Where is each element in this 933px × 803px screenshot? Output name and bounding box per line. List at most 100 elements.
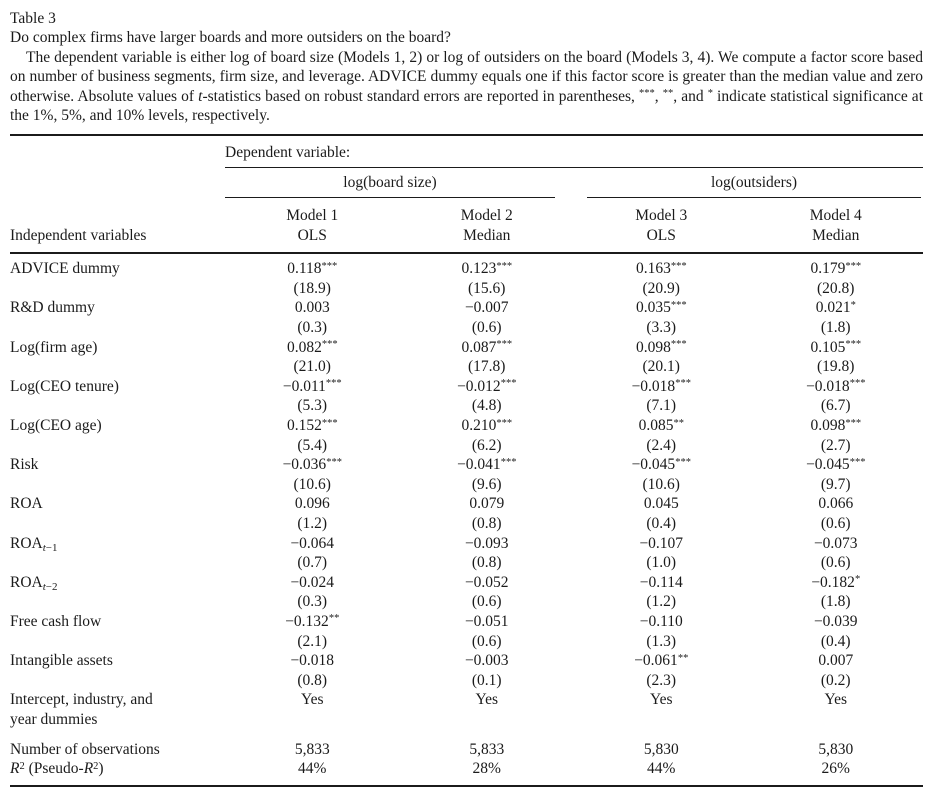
coefficient: Yes [225,690,400,710]
value-cell: 0.085** (2.4) [574,416,749,455]
coefficient: −0.039 [749,612,924,632]
t-statistic: (3.3) [646,319,677,337]
dependent-variable-row: Dependent variable: [10,136,923,169]
coefficient-value: Yes [649,691,673,709]
text-segment: ** [662,88,674,100]
coefficient: 0.066 [749,494,924,514]
table-row: ROAt−2 −0.024 (0.3) −0.052 (0.6) −0.114 (1.2) −… [10,573,923,612]
coefficient-value: −0.039 [813,612,858,630]
t-statistic: (0.1) [471,671,502,689]
summary-value: 5,830 [643,740,679,758]
coefficient-value: −0.052 [464,573,509,591]
value-cell: −0.018 (0.8) [225,651,400,690]
significance-stars: * [850,299,856,311]
value-cell: 28% [400,759,575,779]
value-cell: 0.082*** (21.0) [225,338,400,377]
t-statistic: (18.9) [293,279,331,297]
value-cell: Yes [574,690,749,729]
value-cell: 0.079 (0.8) [400,494,575,533]
coefficient-value: 0.082 [286,338,322,356]
coefficient-value: −0.064 [290,534,335,552]
coefficient-value: 0.021 [815,299,851,317]
table-row: Log(firm age) 0.082*** (21.0) 0.087*** (17.8… [10,338,923,377]
text-segment: -statistics based on robust standard err… [202,87,639,105]
coefficient: −0.041*** [400,455,575,475]
text-segment: R [10,760,20,778]
model-name: Model 2 [460,207,513,225]
value-cell: 0.179*** (20.8) [749,259,924,298]
t-statistic: (2.4) [646,436,677,454]
coefficient-value: −0.003 [464,652,509,670]
coefficient-value: 0.118 [287,260,322,278]
value-cell: Yes [400,690,575,729]
text-segment: ROA [10,573,43,591]
value-cell: −0.007 (0.6) [400,298,575,337]
table-row: ROAt−1 −0.064 (0.7) −0.093 (0.8) −0.107 (1.0) −… [10,534,923,573]
coefficient: −0.107 [574,534,749,554]
coefficient-value: 0.096 [294,495,330,513]
text-segment: * [707,88,713,100]
t-statistic: (17.8) [468,358,506,376]
significance-stars: *** [326,456,342,468]
t-statistic: (20.8) [817,279,855,297]
coefficient-value: −0.045 [631,456,676,474]
row-label: Log(CEO tenure) [10,377,225,416]
coefficient: 0.087*** [400,338,575,358]
coefficient-value: −0.012 [457,377,501,395]
coefficient: −0.132** [225,612,400,632]
value-cell: 5,833 [225,740,400,760]
table-row: R&D dummy 0.003 (0.3) −0.007 (0.6) 0.035*** (3… [10,298,923,337]
table-caption: Table 3 Do complex firms have larger boa… [10,9,923,125]
t-statistic: (0.6) [471,632,502,650]
coefficient: 0.082*** [225,338,400,358]
coefficient: 0.098*** [574,338,749,358]
value-cell: 5,833 [400,740,575,760]
model-name: Model 4 [809,207,862,225]
t-statistic: (2.1) [297,632,328,650]
value-cell: 0.098*** (20.1) [574,338,749,377]
text-segment: Number of observations [10,740,160,758]
table-bottom-rule [10,784,923,787]
text-segment: Intercept, industry, and [10,691,153,709]
value-cell: 0.035*** (3.3) [574,298,749,337]
summary-row: R2 (Pseudo-R2) 44% 28% 44% 26% [10,759,923,779]
significance-stars: ** [328,613,340,625]
coefficient: −0.018 [225,651,400,671]
text-segment: indicate statistical significance at the… [10,87,923,125]
regression-table: Dependent variable: log(board size) log(… [10,134,924,787]
t-statistic: (1.0) [646,554,677,572]
coefficient: 0.118*** [225,259,400,279]
coefficient-value: −0.011 [282,377,326,395]
t-statistic: (0.4) [820,632,851,650]
coefficient-value: −0.018 [806,377,850,395]
coefficient-value: −0.132 [285,612,329,630]
significance-stars: * [854,574,861,586]
significance-stars: *** [325,378,342,390]
coefficient-value: 0.079 [469,495,505,513]
t-statistic: (1.8) [820,593,851,611]
coefficient-value: 0.210 [461,417,497,434]
text-segment: −2 [45,581,58,594]
coefficient: 0.045 [574,494,749,514]
coefficient-value: 0.163 [635,260,671,278]
value-cell: −0.018*** (7.1) [574,377,749,416]
value-cell: 26% [749,759,924,779]
significance-stars: *** [849,456,866,468]
t-statistic: (0.7) [297,554,328,572]
text-segment: R&D dummy [10,299,95,317]
coefficient-value: −0.018 [290,652,335,670]
t-statistic: (20.9) [642,279,680,297]
value-cell: −0.011*** (5.3) [225,377,400,416]
value-cell: −0.107 (1.0) [574,534,749,573]
coefficient-value: 0.035 [635,299,671,317]
coefficient-value: 0.066 [818,495,854,513]
value-cell: 0.105*** (19.8) [749,338,924,377]
column-group-outsiders: log(outsiders) [574,168,923,199]
t-statistic: (0.8) [471,554,502,572]
significance-stars: ** [673,417,684,429]
coefficient: −0.003 [400,651,575,671]
significance-stars: *** [675,456,691,468]
coefficient: −0.110 [574,612,749,632]
table-note: The dependent variable is either log of … [10,48,923,126]
value-cell: −0.036*** (10.6) [225,455,400,494]
